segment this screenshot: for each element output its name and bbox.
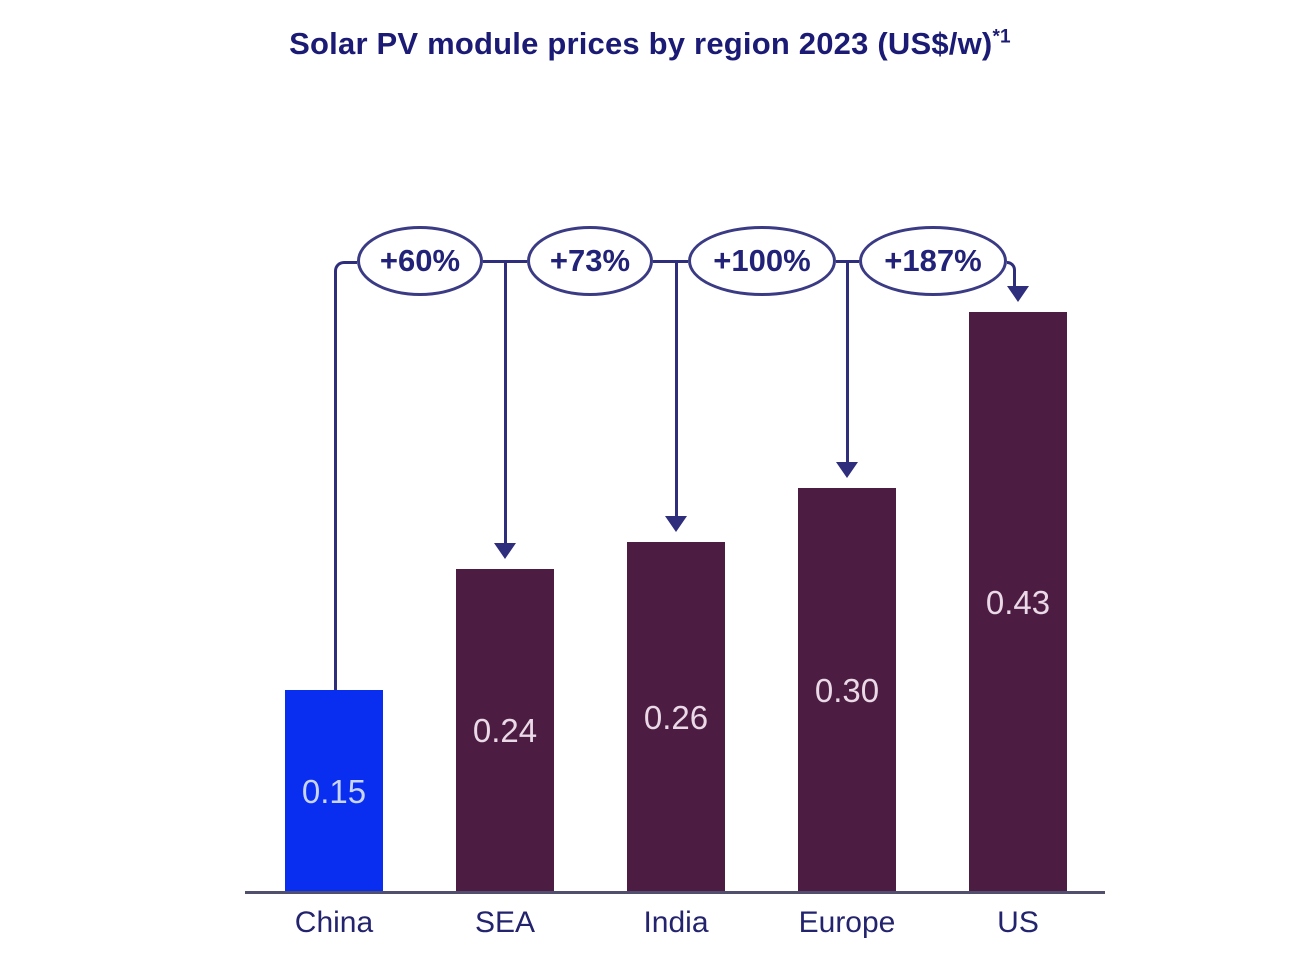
arrowhead-down-icon — [494, 543, 516, 559]
bar-china — [285, 690, 383, 893]
category-label-europe: Europe — [798, 906, 896, 939]
chart-title-text: Solar PV module prices by region 2023 (U… — [289, 26, 993, 61]
annotation-oval-2: +73% — [527, 226, 653, 296]
bar-sea — [456, 569, 554, 893]
category-label-us: US — [997, 906, 1039, 939]
bar-value-label-us: 0.43 — [985, 584, 1051, 621]
connector-us-elbow — [1007, 261, 1016, 286]
connector-drop-line — [504, 261, 507, 543]
chart-title-footnote-marker: *1 — [992, 26, 1011, 48]
x-axis-line — [245, 891, 1105, 894]
category-label-china: China — [294, 906, 374, 939]
arrowhead-down-icon — [665, 516, 687, 532]
bar-value-label-china: 0.15 — [301, 773, 367, 810]
bar-india — [627, 542, 725, 893]
connector-horizontal-segment — [653, 260, 688, 263]
chart-title: Solar PV module prices by region 2023 (U… — [0, 26, 1300, 62]
connector-drop-line — [846, 261, 849, 462]
arrowhead-down-icon — [1007, 286, 1029, 302]
bar-us — [969, 312, 1067, 893]
bar-value-label-india: 0.26 — [643, 699, 709, 736]
connector-drop-line — [675, 261, 678, 516]
bar-value-label-europe: 0.30 — [814, 672, 880, 709]
annotation-oval-4: +187% — [859, 226, 1007, 296]
annotation-oval-1: +60% — [357, 226, 483, 296]
category-label-sea: SEA — [474, 906, 536, 939]
connector-china-riser — [334, 261, 357, 690]
bar-value-label-sea: 0.24 — [472, 712, 538, 749]
annotation-oval-3: +100% — [688, 226, 836, 296]
arrowhead-down-icon — [836, 462, 858, 478]
category-label-india: India — [643, 906, 709, 939]
bar-europe — [798, 488, 896, 893]
